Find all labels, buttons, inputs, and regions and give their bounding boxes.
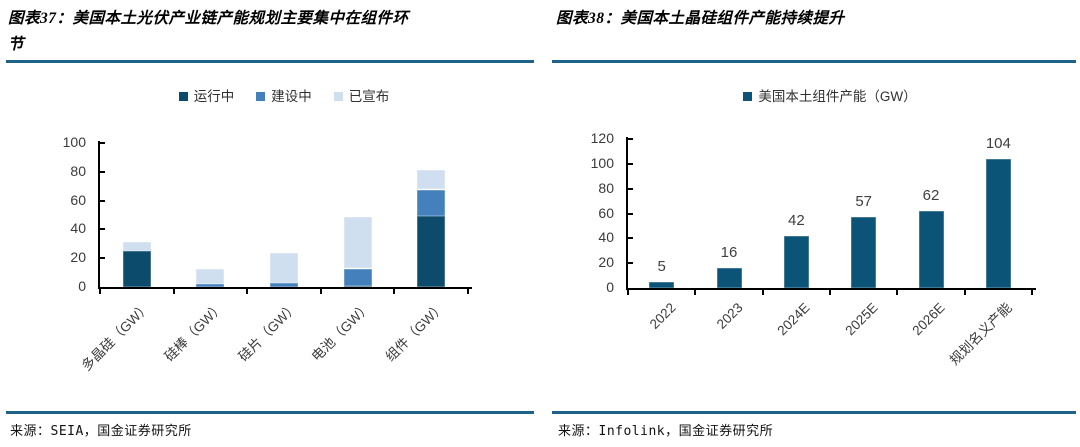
y-axis <box>626 137 628 290</box>
x-tick <box>99 289 101 294</box>
x-tick <box>896 290 899 295</box>
bar-value-label: 16 <box>720 244 738 262</box>
x-tick <box>694 290 697 295</box>
legend-label: 已宣布 <box>348 89 390 104</box>
source-note-left: 来源：SEIA，国金证券研究所 <box>10 424 192 439</box>
bar-value-label: 42 <box>787 211 805 229</box>
source-divider-left <box>6 411 534 414</box>
x-category-label: 2025E <box>842 300 881 339</box>
source-note-right: 来源：Infolink，国金证券研究所 <box>558 424 774 439</box>
legend-item: 建设中 <box>256 90 312 104</box>
y-tick-label: 60 <box>598 204 614 221</box>
y-tick-label: 80 <box>70 162 86 179</box>
x-category-label: 2026E <box>909 300 948 339</box>
legend-swatch <box>178 92 188 102</box>
x-tick <box>467 289 469 294</box>
legend: 美国本土组件产能（GW） <box>628 90 1032 104</box>
legend-swatch <box>743 92 753 102</box>
x-tick <box>627 290 629 295</box>
bar-segment <box>918 211 944 288</box>
bar-segment <box>417 189 446 217</box>
y-tick-label: 120 <box>590 130 614 146</box>
y-tick-label: 100 <box>590 154 614 171</box>
bar-segment <box>716 268 742 288</box>
y-tick <box>628 262 633 265</box>
caption-divider-left <box>6 60 534 63</box>
y-tick-label: 60 <box>70 191 86 208</box>
y-tick-label: 20 <box>70 249 86 266</box>
x-tick <box>1031 290 1033 295</box>
bar-segment <box>417 168 446 190</box>
legend-swatch <box>256 92 266 102</box>
x-axis <box>98 287 472 289</box>
y-tick <box>100 170 105 173</box>
caption-divider-right <box>552 60 1076 63</box>
bar-segment <box>122 251 151 287</box>
legend-swatch <box>333 92 343 102</box>
bar-segment <box>343 216 372 269</box>
x-axis <box>626 288 1036 290</box>
y-tick <box>628 187 633 190</box>
y-tick <box>100 142 105 144</box>
y-tick-label: 0 <box>606 279 614 295</box>
legend-item: 运行中 <box>178 89 235 104</box>
bar-segment <box>270 282 298 287</box>
x-tick <box>246 289 249 294</box>
legend: 运行中 建设中 已宣布 <box>100 90 468 104</box>
x-category-label: 2023 <box>713 300 746 332</box>
legend-label: 美国本土组件产能（GW） <box>758 89 917 104</box>
bar-segment <box>417 216 446 287</box>
source-divider-right <box>552 411 1076 414</box>
x-tick <box>761 290 764 295</box>
legend-label: 运行中 <box>193 89 235 104</box>
x-category-label: 2022 <box>646 300 679 332</box>
bar-value-label: 62 <box>922 187 940 205</box>
y-tick-label: 0 <box>78 278 86 294</box>
x-tick <box>319 289 322 294</box>
bar-value-label: 5 <box>657 257 666 275</box>
bar-segment <box>122 240 151 251</box>
y-tick-label: 40 <box>598 229 614 246</box>
bar-segment <box>851 217 877 288</box>
y-tick-label: 40 <box>70 220 86 237</box>
y-tick <box>628 162 633 165</box>
y-axis <box>98 141 100 289</box>
x-category-label: 规划名义产能 <box>947 300 1015 368</box>
x-tick <box>963 290 966 295</box>
bar-segment <box>343 268 372 286</box>
figure-caption-left: 图表37：美国本土光伏产业链产能规划主要集中在组件环节 <box>8 10 409 53</box>
bar-segment <box>649 281 675 288</box>
y-tick <box>100 257 105 260</box>
legend-item: 已宣布 <box>333 89 390 104</box>
bar-segment <box>783 235 809 288</box>
x-tick <box>172 289 175 294</box>
y-tick <box>628 237 633 240</box>
legend-label: 建设中 <box>271 89 312 104</box>
bar-value-label: 57 <box>855 193 872 211</box>
bar-segment <box>343 285 372 287</box>
x-category-label: 2024E <box>774 300 813 339</box>
x-tick <box>829 290 831 295</box>
bar-segment <box>196 268 225 285</box>
bar-value-label: 104 <box>985 134 1011 152</box>
y-tick <box>628 138 633 140</box>
y-tick-label: 20 <box>598 254 614 271</box>
x-tick <box>393 289 396 294</box>
y-tick <box>628 212 633 215</box>
y-tick-label: 80 <box>598 179 614 196</box>
bar-segment <box>985 158 1011 288</box>
bar-segment <box>196 284 225 287</box>
legend-item: 美国本土组件产能（GW） <box>743 89 917 104</box>
y-tick <box>100 228 105 231</box>
y-tick-label: 100 <box>62 134 86 150</box>
y-tick <box>100 199 105 202</box>
figure-caption-right: 图表38：美国本土晶硅组件产能持续提升 <box>556 10 845 27</box>
bar-segment <box>270 252 298 283</box>
